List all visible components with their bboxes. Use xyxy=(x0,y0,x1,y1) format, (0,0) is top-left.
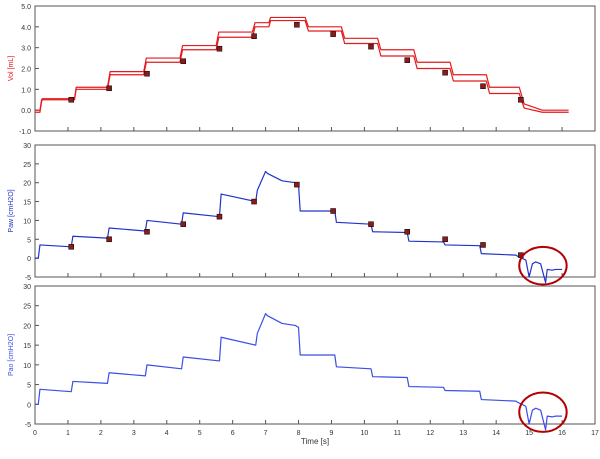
highlight-ellipse xyxy=(518,391,568,433)
y-tick-label: 15 xyxy=(23,200,31,207)
data-marker xyxy=(106,236,112,243)
x-tick-label: 14 xyxy=(492,430,500,437)
y-tick-label: 4.0 xyxy=(21,25,31,32)
series-line-2 xyxy=(35,16,569,111)
y-tick-label: 30 xyxy=(23,284,31,291)
y-axis-label: Vol [mL] xyxy=(8,56,15,81)
x-tick-label: 16 xyxy=(558,430,566,437)
data-marker xyxy=(294,181,300,188)
y-tick-label: 25 xyxy=(23,162,31,169)
data-marker xyxy=(144,70,150,77)
x-tick-label: 6 xyxy=(231,430,235,437)
data-marker xyxy=(180,58,186,64)
data-marker xyxy=(106,85,112,92)
y-tick-label: 5.0 xyxy=(21,4,31,11)
data-marker xyxy=(330,31,336,37)
x-tick-label: 2 xyxy=(99,430,103,437)
y-tick-label: 0 xyxy=(27,402,31,409)
data-marker xyxy=(251,33,257,39)
x-tick-label: 15 xyxy=(525,430,533,437)
data-marker xyxy=(251,198,257,205)
y-tick-label: 1.0 xyxy=(21,87,31,94)
x-tick-label: 4 xyxy=(165,430,169,437)
data-marker xyxy=(68,244,74,250)
y-tick-label: 15 xyxy=(23,343,31,350)
data-marker xyxy=(68,97,74,103)
y-tick-label: -1.0 xyxy=(19,129,31,136)
y-tick-label: 3.0 xyxy=(21,46,31,53)
y-tick-label: -5 xyxy=(25,422,31,429)
data-marker xyxy=(294,22,300,28)
x-axis-label: Time [s] xyxy=(301,437,329,446)
series-line-1 xyxy=(35,313,563,431)
data-marker xyxy=(518,97,524,103)
y-tick-label: -5 xyxy=(25,275,31,282)
y-tick-label: 0 xyxy=(27,256,31,263)
y-axis-label: Pao [cmH2O] xyxy=(8,334,15,376)
y-tick-label: 10 xyxy=(23,363,31,370)
data-marker xyxy=(368,43,374,50)
x-tick-label: 3 xyxy=(132,430,136,437)
x-tick-label: 5 xyxy=(198,430,202,437)
y-tick-label: 5 xyxy=(27,383,31,390)
x-tick-label: 12 xyxy=(426,430,434,437)
series-line-1 xyxy=(35,19,569,113)
y-tick-label: 30 xyxy=(23,143,31,150)
data-marker xyxy=(330,208,336,214)
y-tick-label: 20 xyxy=(23,323,31,330)
y-tick-label: 5 xyxy=(27,237,31,244)
y-tick-label: 20 xyxy=(23,181,31,188)
panel-frame xyxy=(34,5,596,132)
data-marker xyxy=(442,236,448,243)
x-tick-label: 11 xyxy=(394,430,401,437)
y-tick-label: 25 xyxy=(23,304,31,311)
x-tick-label: 0 xyxy=(33,430,37,437)
x-tick-label: 1 xyxy=(66,430,70,437)
data-marker xyxy=(216,45,223,52)
data-marker xyxy=(180,221,186,227)
x-tick-label: 13 xyxy=(459,430,467,437)
y-tick-label: 10 xyxy=(23,218,31,225)
y-axis-label: Paw [cmH2O] xyxy=(8,189,15,232)
data-marker xyxy=(404,228,410,235)
data-marker xyxy=(368,221,374,227)
data-marker xyxy=(144,228,150,235)
data-marker xyxy=(480,242,486,248)
y-tick-label: 0.0 xyxy=(21,108,31,115)
data-marker xyxy=(216,213,223,220)
x-tick-label: 9 xyxy=(330,430,334,437)
data-marker xyxy=(404,57,410,63)
data-marker xyxy=(442,69,448,76)
x-tick-label: 7 xyxy=(264,430,268,437)
x-tick-label: 17 xyxy=(591,430,599,437)
highlight-ellipse xyxy=(518,245,568,286)
data-marker xyxy=(480,83,486,89)
y-tick-label: 2.0 xyxy=(21,67,31,74)
x-tick-label: 8 xyxy=(297,430,301,437)
x-tick-label: 10 xyxy=(361,430,369,437)
